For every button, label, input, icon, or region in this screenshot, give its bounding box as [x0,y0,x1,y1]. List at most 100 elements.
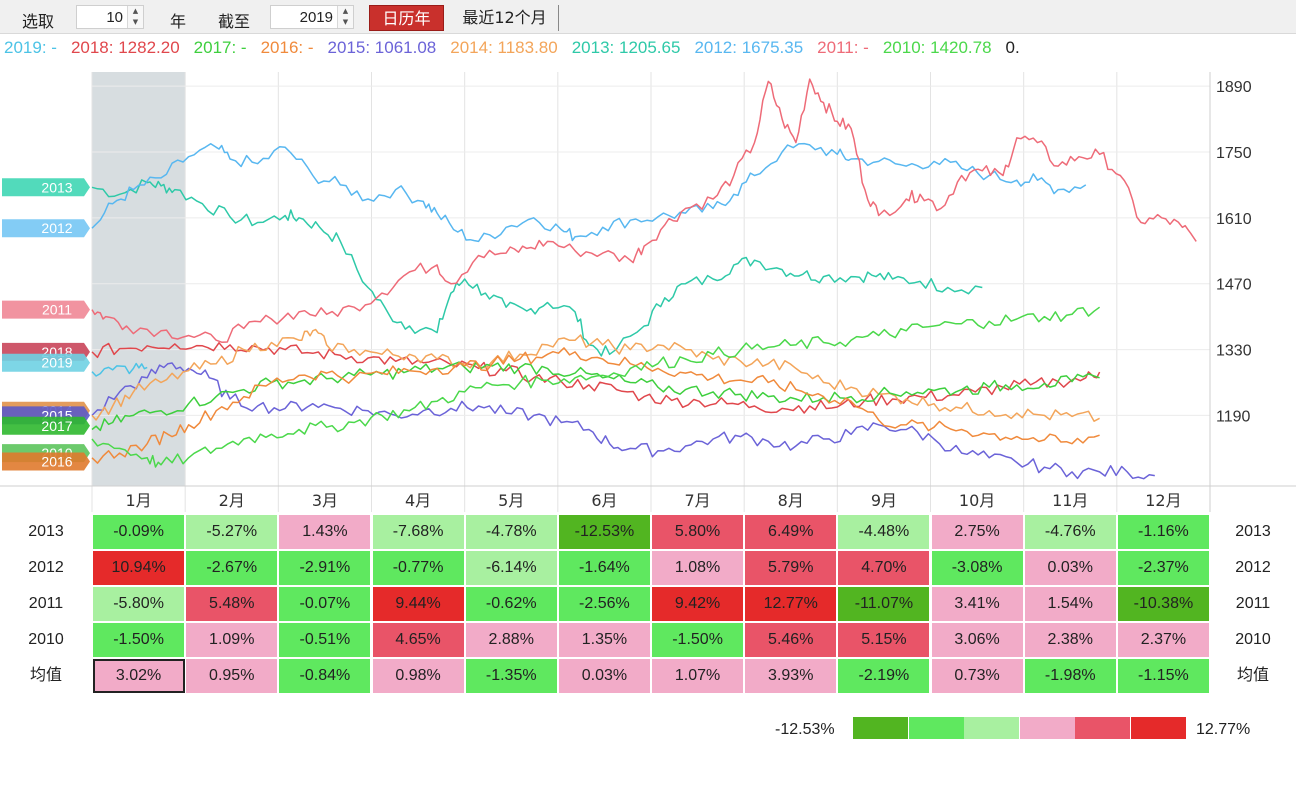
table-cell[interactable]: 4.65% [372,623,465,657]
table-cell[interactable]: -2.91% [279,551,372,585]
table-cell[interactable]: -0.84% [279,659,372,693]
series-line-2016 [91,347,1100,464]
legend-item[interactable]: 2014: 1183.80 [450,38,558,57]
spinner-up-icon[interactable]: ▲ [342,7,349,15]
series-tag-2016[interactable]: 2016 [2,452,90,471]
table-cell[interactable]: 0.95% [186,659,279,693]
legend-item[interactable]: 0. [1005,38,1020,57]
table-cell[interactable]: -4.76% [1024,515,1117,549]
years-spinner[interactable]: 10 ▲ ▼ [76,5,144,29]
series-line-2011 [91,78,1197,343]
table-cell[interactable]: -1.35% [465,659,558,693]
scale-max-label: 12.77% [1196,721,1251,738]
until-year-spinner[interactable]: 2019 ▲ ▼ [270,5,354,29]
row-label-left: 2010 [28,631,64,648]
table-cell[interactable]: 0.98% [372,659,465,693]
table-cell[interactable]: 2.75% [931,515,1024,549]
table-cell[interactable]: -1.50% [93,623,186,657]
table-cell[interactable]: -4.78% [465,515,558,549]
table-cell[interactable]: 1.09% [186,623,279,657]
row-label-left: 2013 [28,523,64,540]
table-cell[interactable]: -7.68% [372,515,465,549]
legend-item[interactable]: 2013: 1205.65 [571,38,681,57]
table-cell[interactable]: 12.77% [745,587,838,621]
series-tag-2013[interactable]: 2013 [2,178,90,197]
series-tag-label: 2013 [41,179,72,195]
legend-item[interactable]: 2010: 1420.78 [882,38,992,57]
table-cell[interactable]: 1.08% [652,551,745,585]
table-cell[interactable]: 5.48% [186,587,279,621]
table-cell[interactable]: -12.53% [558,515,651,549]
table-cell[interactable]: -1.16% [1117,515,1210,549]
table-cell[interactable]: -0.51% [279,623,372,657]
table-cell[interactable]: 2.37% [1117,623,1210,657]
x-tick-label: 6月 [591,491,617,510]
table-cell[interactable]: 0.03% [1024,551,1117,585]
spinner-down-icon[interactable]: ▼ [132,18,139,26]
legend-item[interactable]: 2012: 1675.35 [694,38,804,57]
table-cell[interactable]: 2.88% [465,623,558,657]
series-tag-2012[interactable]: 2012 [2,219,90,238]
spinner-up-icon[interactable]: ▲ [132,7,139,15]
table-cell[interactable]: 1.07% [652,659,745,693]
table-cell[interactable]: 3.02% [93,659,186,693]
table-cell[interactable]: 3.06% [931,623,1024,657]
table-cell[interactable]: 3.93% [745,659,838,693]
legend-item[interactable]: 2017: - [193,38,247,57]
table-cell[interactable]: 0.03% [558,659,651,693]
years-value[interactable]: 10 [106,9,123,26]
legend-item[interactable]: 2018: 1282.20 [70,38,180,57]
series-tag-2011[interactable]: 2011 [2,300,90,319]
table-cell[interactable]: -1.98% [1024,659,1117,693]
series-tag-2019[interactable]: 2019 [2,353,90,372]
table-cell[interactable]: 1.54% [1024,587,1117,621]
table-cell[interactable]: 9.44% [372,587,465,621]
table-cell[interactable]: -5.80% [93,587,186,621]
table-cell[interactable]: 5.15% [838,623,931,657]
until-year-value[interactable]: 2019 [299,9,333,26]
table-cell[interactable]: -2.56% [558,587,651,621]
x-tick-label: 5月 [498,491,524,510]
series-tag-shape [2,178,90,197]
table-cell[interactable]: 1.35% [558,623,651,657]
y-tick-label: 1330 [1216,343,1252,360]
spinner-down-icon[interactable]: ▼ [342,18,349,26]
table-cell[interactable]: 3.41% [931,587,1024,621]
table-cell[interactable]: 2.38% [1024,623,1117,657]
table-cell[interactable]: -1.50% [652,623,745,657]
table-cell[interactable]: -10.38% [1117,587,1210,621]
table-cell[interactable]: -4.48% [838,515,931,549]
legend-item[interactable]: 2019: - [4,38,57,57]
row-label-left: 2011 [28,595,64,612]
table-cell[interactable]: -2.37% [1117,551,1210,585]
table-cell[interactable]: 5.46% [745,623,838,657]
table-cell[interactable]: 5.80% [652,515,745,549]
table-cell[interactable]: -6.14% [465,551,558,585]
table-cell[interactable]: -3.08% [931,551,1024,585]
series-line-2013 [91,179,983,357]
table-cell[interactable]: -1.15% [1117,659,1210,693]
table-cell[interactable]: 10.94% [93,551,186,585]
legend-item[interactable]: 2016: - [260,38,314,57]
series-tag-2017[interactable]: 2017 [2,416,90,435]
y-tick-label: 1190 [1216,408,1251,425]
table-cell[interactable]: -11.07% [838,587,931,621]
table-cell[interactable]: -2.67% [186,551,279,585]
table-cell[interactable]: 4.70% [838,551,931,585]
last-12-months-button[interactable]: 最近12个月 [451,5,559,31]
table-cell[interactable]: -1.64% [558,551,651,585]
legend-item[interactable]: 2015: 1061.08 [327,38,437,57]
table-cell[interactable]: 6.49% [745,515,838,549]
table-cell[interactable]: 1.43% [279,515,372,549]
table-cell[interactable]: 9.42% [652,587,745,621]
table-cell[interactable]: -0.77% [372,551,465,585]
table-cell[interactable]: -0.62% [465,587,558,621]
table-cell[interactable]: 0.73% [931,659,1024,693]
table-cell[interactable]: -0.09% [93,515,186,549]
table-cell[interactable]: -5.27% [186,515,279,549]
table-cell[interactable]: 5.79% [745,551,838,585]
table-cell[interactable]: -2.19% [838,659,931,693]
legend-item[interactable]: 2011: - [817,38,869,57]
table-cell[interactable]: -0.07% [279,587,372,621]
calendar-year-button[interactable]: 日历年 [369,5,444,31]
